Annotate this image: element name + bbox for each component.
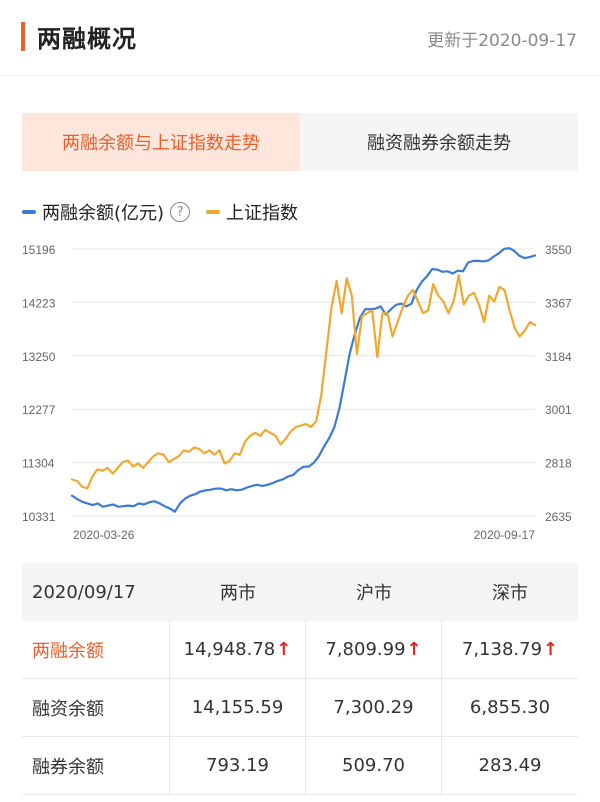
balance-index-chart: 15196 3550 14223 3367 13250 3184 12277 3001 1130…	[22, 243, 572, 542]
up-arrow-icon: ↑	[543, 639, 559, 660]
table-cell: 7,138.79 ↑	[442, 621, 578, 678]
table-cell: 6,855.30	[442, 679, 578, 736]
table-header-all: 两市	[220, 583, 256, 604]
table-cell: 7,300.29	[306, 679, 442, 736]
up-arrow-icon: ↑	[276, 639, 292, 660]
table-cell: 7,809.99 ↑	[306, 621, 442, 678]
left-tick-label: 13250	[22, 350, 56, 364]
left-tick-label: 11304	[22, 457, 55, 471]
page-title: 两融概况	[37, 25, 137, 53]
legend-label-balance: 两融余额(亿元)	[42, 203, 165, 224]
x-start-label: 2020-03-26	[73, 528, 135, 542]
cell-value: 7,809.99	[325, 639, 406, 660]
cell-value: 6,855.30	[469, 697, 551, 718]
table-header-date: 2020/09/17	[32, 581, 136, 603]
table-cell: 509.70	[306, 737, 442, 794]
help-icon[interactable]: ?	[170, 202, 191, 222]
chart-tabs: 两融余额与上证指数走势 融资融券余额走势	[22, 113, 578, 171]
cell-value: 7,300.29	[333, 697, 414, 718]
right-tick-label: 3367	[545, 296, 572, 310]
right-tick-label: 2818	[545, 457, 572, 471]
cell-value: 14,948.78	[183, 639, 276, 660]
right-tick-label: 3184	[545, 350, 572, 364]
right-tick-label: 3550	[545, 243, 572, 257]
table-header-sh: 沪市	[356, 583, 392, 604]
legend-item-index: 上证指数	[206, 199, 298, 225]
legend-label-index: 上证指数	[226, 203, 299, 224]
table-cell: 14,155.59	[170, 679, 306, 736]
series-line-index	[70, 274, 537, 490]
legend-swatch-balance	[22, 210, 36, 214]
cell-value: 14,155.59	[191, 697, 284, 718]
right-tick-label: 2635	[545, 510, 572, 524]
tab-balance-vs-index[interactable]: 两融余额与上证指数走势	[22, 113, 300, 171]
right-tick-label: 3001	[545, 403, 572, 417]
tab-margin-trend[interactable]: 融资融券余额走势	[367, 133, 511, 154]
table-body: 两融余额 14,948.78 ↑ 7,809.99 ↑ 7,138.79 ↑ 融资余额 14,1…	[22, 621, 578, 795]
row-label: 融资余额	[22, 679, 170, 736]
left-tick-label: 14223	[22, 296, 56, 310]
table-row: 融资余额 14,155.59 7,300.29 6,855.30	[22, 679, 578, 737]
series-line-balance	[70, 247, 537, 513]
margin-table: 2020/09/17 两市 沪市 深市 两融余额 14,948.78 ↑ 7,809.…	[22, 563, 578, 795]
cell-value: 793.19	[206, 755, 269, 776]
table-row: 两融余额 14,948.78 ↑ 7,809.99 ↑ 7,138.79 ↑	[22, 621, 578, 679]
update-time: 更新于2020-09-17	[427, 31, 577, 51]
table-cell: 14,948.78 ↑	[170, 621, 306, 678]
cell-value: 283.49	[478, 755, 542, 776]
x-end-label: 2020-09-17	[474, 528, 536, 542]
table-header-row: 2020/09/17 两市 沪市 深市	[22, 563, 578, 621]
table-row: 融券余额 793.19 509.70 283.49	[22, 737, 578, 795]
cell-value: 7,138.79	[461, 639, 543, 660]
title-accent-bar	[21, 22, 25, 51]
table-cell: 793.19	[170, 737, 306, 794]
left-tick-label: 15196	[22, 243, 56, 257]
table-header-sz: 深市	[492, 583, 528, 604]
up-arrow-icon: ↑	[406, 639, 422, 660]
table-cell: 283.49	[442, 737, 578, 794]
chart-legend: 两融余额(亿元) ? 上证指数	[22, 198, 298, 226]
cell-value: 509.70	[342, 755, 405, 776]
row-label: 两融余额	[22, 621, 170, 678]
left-tick-label: 12277	[22, 403, 56, 417]
page-header: 两融概况 更新于2020-09-17	[0, 0, 600, 76]
left-tick-label: 10331	[22, 510, 56, 524]
row-label: 融券余额	[22, 737, 170, 794]
legend-swatch-index	[206, 210, 221, 214]
legend-item-balance: 两融余额(亿元)	[22, 199, 164, 225]
